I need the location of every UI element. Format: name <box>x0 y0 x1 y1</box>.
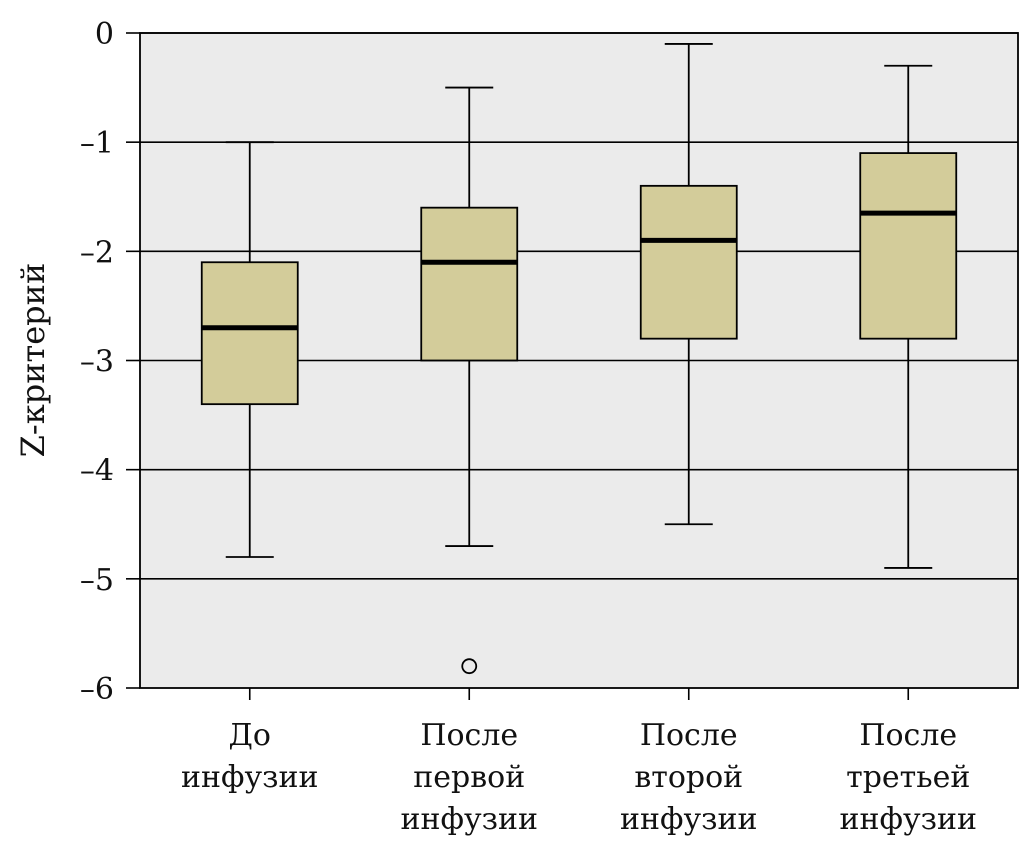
x-category-label: инфузии <box>401 802 538 837</box>
y-tick-label: –5 <box>80 563 114 598</box>
box-group <box>420 86 519 675</box>
labels: 0 –1 –2 –3 –4 –5 –6 До инфузии После первой инфузии… <box>80 17 977 837</box>
box-iqr <box>200 261 299 406</box>
box-group <box>859 64 958 569</box>
x-category-label: третьей <box>846 760 970 795</box>
x-category-label: инфузии <box>181 760 318 795</box>
x-category-label: инфузии <box>620 802 757 837</box>
y-tick-label: –6 <box>80 672 114 707</box>
x-category-label: После <box>640 718 738 753</box>
box-iqr <box>639 184 738 340</box>
y-tick-label: –2 <box>80 235 114 270</box>
x-category-label: инфузии <box>840 802 977 837</box>
x-category-label: После <box>420 718 518 753</box>
box-iqr <box>859 152 958 340</box>
box-group <box>200 141 299 558</box>
box-iqr <box>420 206 519 362</box>
box-group <box>639 43 738 526</box>
boxes <box>200 43 958 675</box>
y-tick-label: 0 <box>95 17 114 52</box>
y-tick-label: –1 <box>80 126 114 161</box>
outlier-point <box>461 658 478 675</box>
x-category-label: До <box>229 718 271 753</box>
x-category-label: второй <box>634 760 743 795</box>
y-tick-label: –3 <box>80 345 114 380</box>
axes <box>126 32 1019 700</box>
x-category-label: После <box>859 718 957 753</box>
x-category-label: первой <box>413 760 525 795</box>
y-tick-label: –4 <box>80 454 114 489</box>
plot-frame <box>139 32 1019 689</box>
y-axis-title: Z-критерий <box>14 263 52 458</box>
